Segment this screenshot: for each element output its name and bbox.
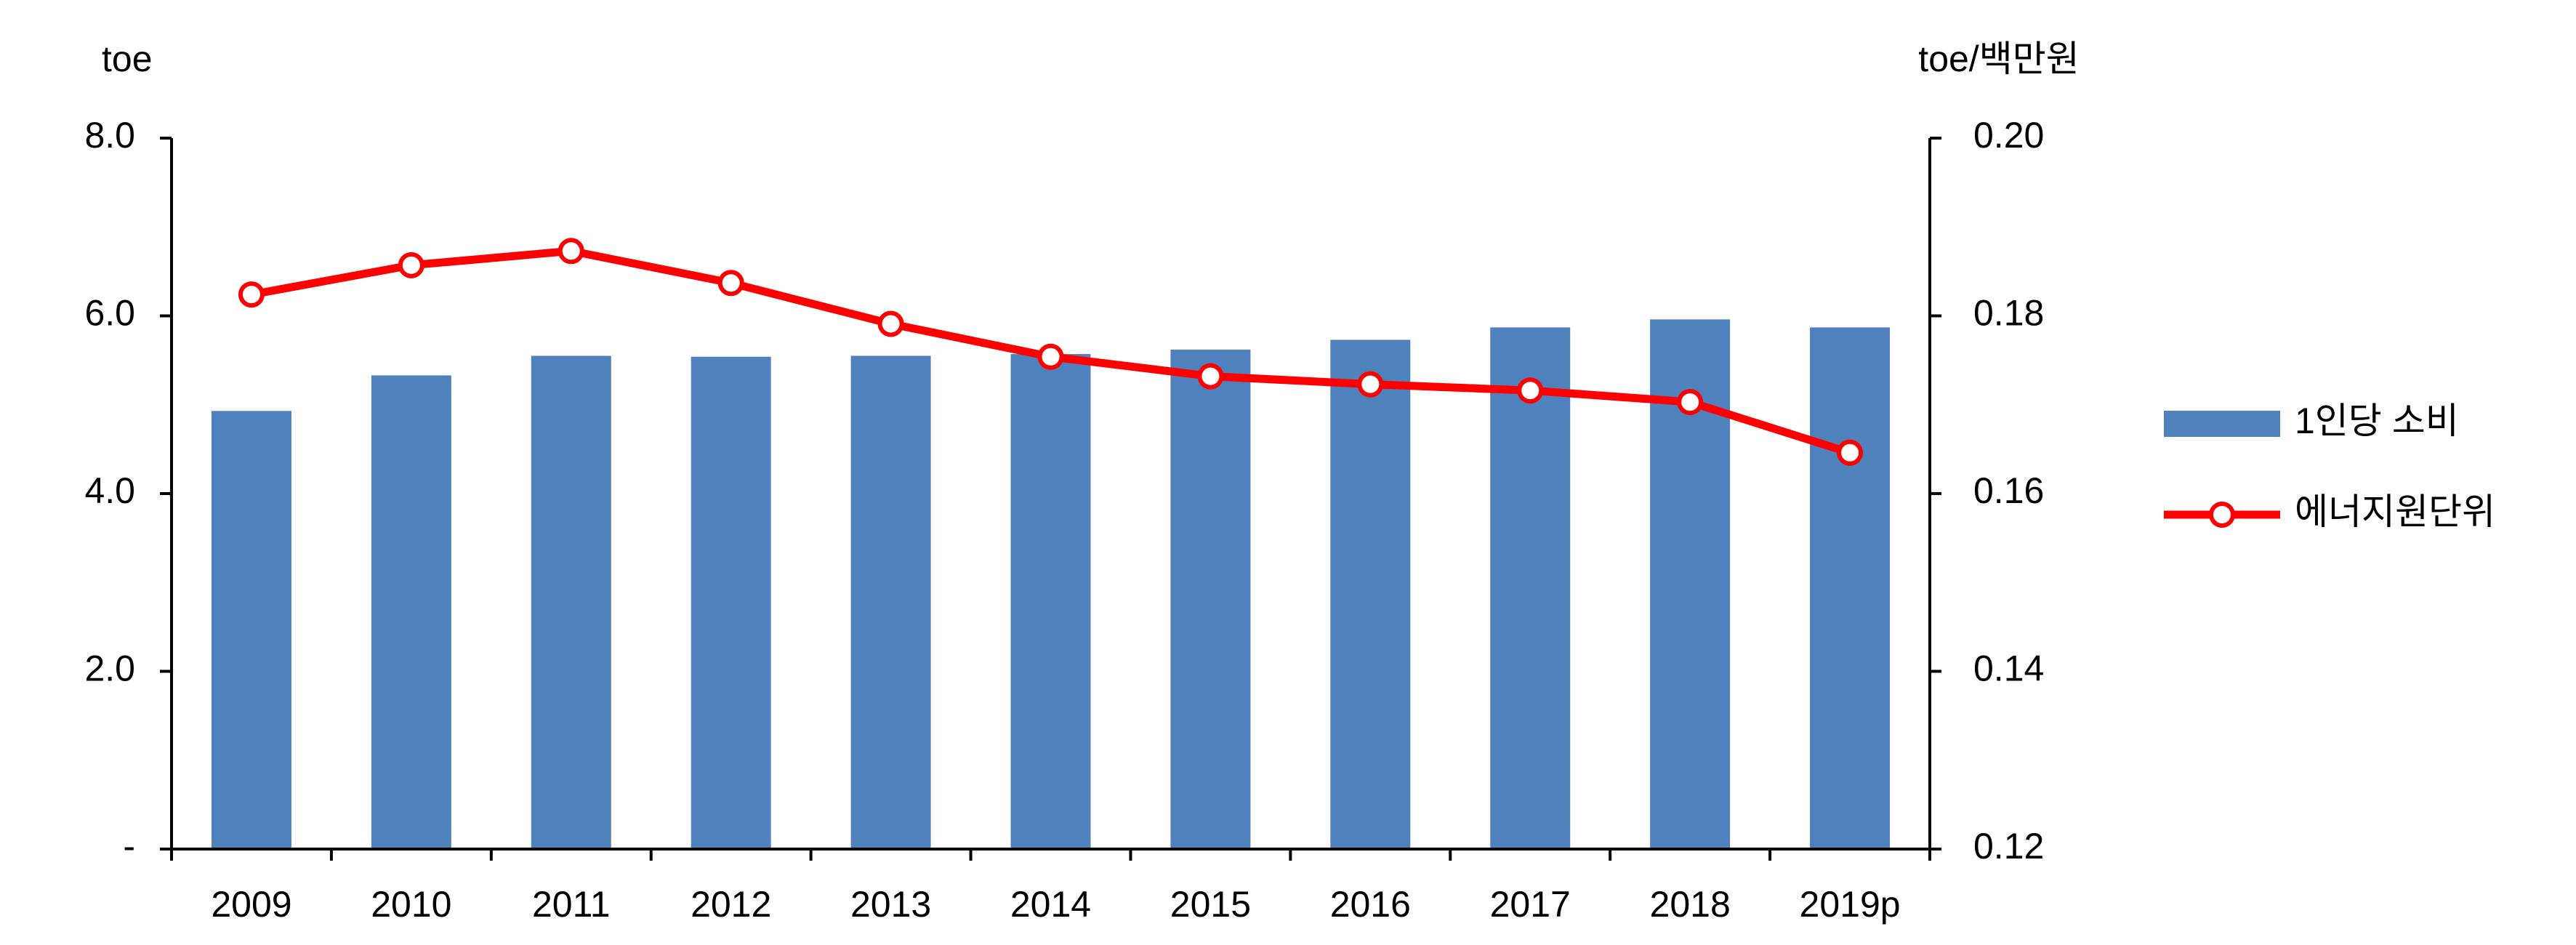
line-marker [717, 270, 744, 297]
line-marker [877, 310, 904, 337]
x-tick-label: 2011 [532, 884, 611, 925]
line-marker [1197, 363, 1224, 390]
line-marker [1677, 389, 1704, 416]
bar [211, 411, 291, 849]
x-tick-label: 2012 [691, 884, 771, 925]
legend-swatch [2164, 411, 2280, 437]
bar [691, 356, 771, 849]
y-axis-label: toe [102, 39, 153, 79]
legend-label: 에너지원단위 [2295, 491, 2495, 532]
bar [371, 375, 451, 849]
line-marker [398, 252, 424, 278]
y2-axis-label: toe/백만원 [1918, 39, 2079, 79]
bar [1010, 354, 1091, 849]
line-marker [1037, 343, 1064, 370]
line-marker [1517, 377, 1544, 404]
bar [850, 355, 931, 849]
x-tick-label: 2014 [1010, 884, 1091, 925]
x-tick-label: 2015 [1170, 884, 1251, 925]
x-tick-label: 2016 [1330, 884, 1411, 925]
bar [1490, 327, 1571, 850]
legend-label: 1인당 소비 [2295, 401, 2459, 441]
line-marker [558, 238, 584, 265]
bar [1330, 339, 1411, 849]
y2-tick-label: 0.20 [1973, 115, 2044, 156]
y2-tick-label: 0.12 [1973, 826, 2044, 866]
x-tick-label: 2009 [211, 884, 291, 925]
bar [1810, 327, 1891, 850]
y2-tick-label: 0.14 [1973, 648, 2044, 689]
y-tick-label: 2.0 [84, 648, 135, 689]
legend-swatch [2209, 502, 2235, 528]
y2-tick-label: 0.16 [1973, 470, 2044, 511]
line-marker [238, 281, 265, 308]
line-marker [1837, 439, 1864, 466]
y-tick-label: - [123, 826, 135, 866]
bar [531, 355, 611, 849]
line-marker [1357, 371, 1384, 398]
x-tick-label: 2010 [371, 884, 451, 925]
x-tick-label: 2017 [1490, 884, 1571, 925]
y-tick-label: 6.0 [84, 293, 135, 334]
x-tick-label: 2019p [1800, 884, 1901, 925]
y2-tick-label: 0.18 [1973, 293, 2044, 334]
bar [1170, 349, 1251, 850]
y-tick-label: 8.0 [84, 115, 135, 156]
x-tick-label: 2013 [850, 884, 931, 925]
x-tick-label: 2018 [1650, 884, 1731, 925]
y-tick-label: 4.0 [84, 470, 135, 511]
